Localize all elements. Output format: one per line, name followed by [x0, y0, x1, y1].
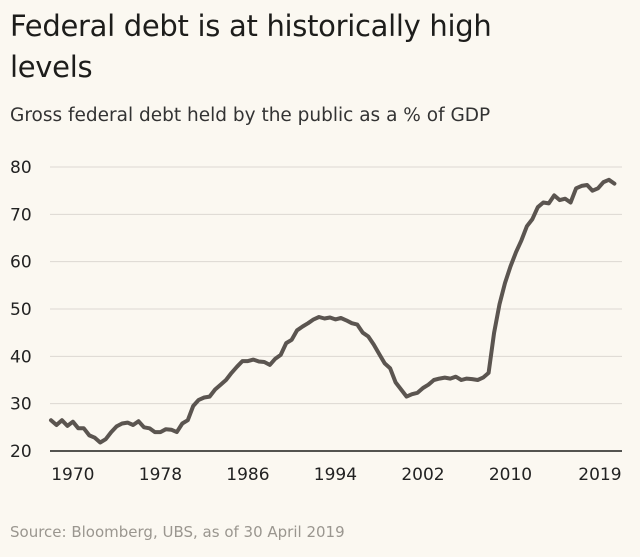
x-tick-label: 1970: [51, 465, 94, 485]
chart-title: Federal debt is at historically high lev…: [10, 9, 492, 84]
line-chart: 20 30 40 50 60 70 80 1970 1978 1986 1994 2002 2010 20…: [10, 158, 622, 485]
debt-series-line: [49, 177, 617, 445]
x-tick-label: 1986: [226, 465, 269, 485]
y-tick-label: 70: [10, 205, 32, 225]
y-tick-label: 50: [10, 300, 32, 320]
y-tick-label: 40: [10, 347, 32, 367]
y-tick-label: 80: [10, 158, 32, 178]
y-tick-label: 60: [10, 253, 32, 273]
x-tick-label: 1978: [139, 465, 182, 485]
x-tick-label: 1994: [314, 465, 357, 485]
x-tick-label: 2002: [401, 465, 444, 485]
source-note: Source: Bloomberg, UBS, as of 30 April 2…: [10, 523, 345, 541]
y-tick-label: 30: [10, 395, 32, 415]
x-tick-label: 2019: [578, 465, 621, 485]
x-tick-label: 2010: [489, 465, 532, 485]
y-tick-label: 20: [10, 442, 32, 462]
chart-subtitle: Gross federal debt held by the public as…: [10, 105, 491, 126]
